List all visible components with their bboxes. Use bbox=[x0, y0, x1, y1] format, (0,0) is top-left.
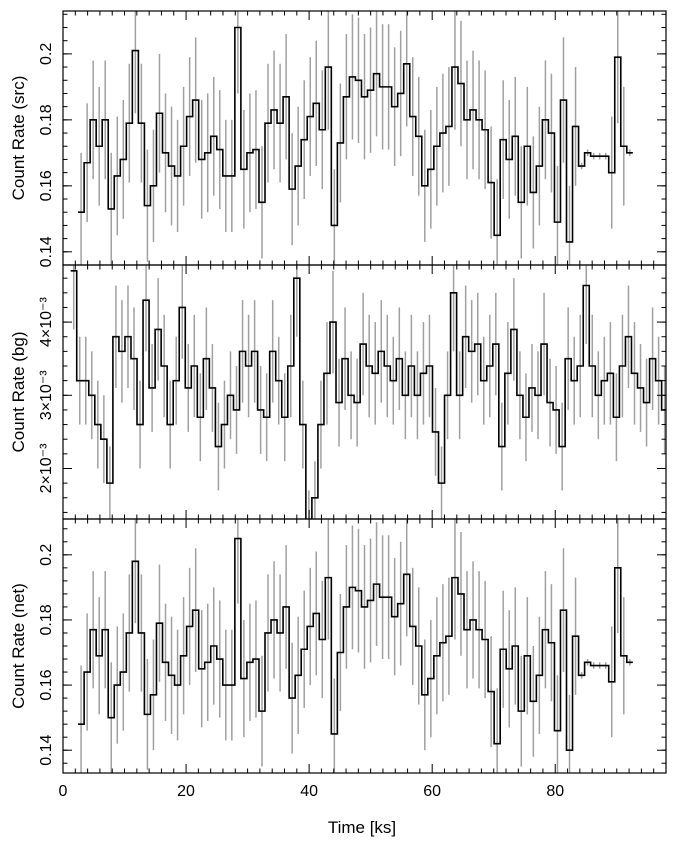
y-tick-label: 0.16 bbox=[38, 170, 55, 201]
x-axis-title: Time [ks] bbox=[328, 818, 396, 837]
x-tick-labels: 0 20 40 60 80 bbox=[59, 783, 565, 800]
y-tick-label: 0.16 bbox=[38, 669, 55, 700]
y-tick-label: 0.14 bbox=[38, 236, 55, 267]
panel-2: 2×10⁻³ 3×10⁻³ 4×10⁻³ Count Rate (bg) bbox=[9, 264, 667, 520]
x-tick-label: 80 bbox=[546, 783, 564, 800]
panel-3: 0.14 0.16 0.18 0.2 Count Rate (net) bbox=[9, 518, 667, 774]
panel-data bbox=[70, 265, 666, 519]
y-tick-label: 3×10⁻³ bbox=[38, 370, 55, 420]
x-tick-label: 60 bbox=[423, 783, 441, 800]
rate-step-line bbox=[78, 26, 633, 243]
y-tick-label: 0.2 bbox=[38, 544, 55, 566]
y-tick-label: 0.14 bbox=[38, 735, 55, 766]
rate-step-line bbox=[70, 270, 666, 519]
x-tick-label: 0 bbox=[59, 783, 68, 800]
y-axis-title: Count Rate (src) bbox=[9, 76, 28, 201]
rate-step-line bbox=[78, 537, 633, 752]
panel-data bbox=[78, 519, 633, 773]
y-axis-title: Count Rate (net) bbox=[9, 583, 28, 709]
y-tick-label: 0.18 bbox=[38, 104, 55, 135]
x-tick-label: 20 bbox=[177, 783, 195, 800]
panel-1: 0.14 0.16 0.18 0.2 Count Rate (src) bbox=[9, 10, 667, 267]
y-tick-label: 0.18 bbox=[38, 604, 55, 635]
panel-data bbox=[78, 11, 633, 265]
panels: 0.14 0.16 0.18 0.2 Count Rate (src) 2×10⁻³ 3×1… bbox=[9, 10, 667, 774]
y-tick-label: 0.2 bbox=[38, 43, 55, 65]
y-axis-title: Count Rate (bg) bbox=[9, 332, 28, 453]
x-tick-label: 40 bbox=[300, 783, 318, 800]
y-tick-label: 4×10⁻³ bbox=[38, 297, 55, 347]
y-tick-label: 2×10⁻³ bbox=[38, 443, 55, 493]
